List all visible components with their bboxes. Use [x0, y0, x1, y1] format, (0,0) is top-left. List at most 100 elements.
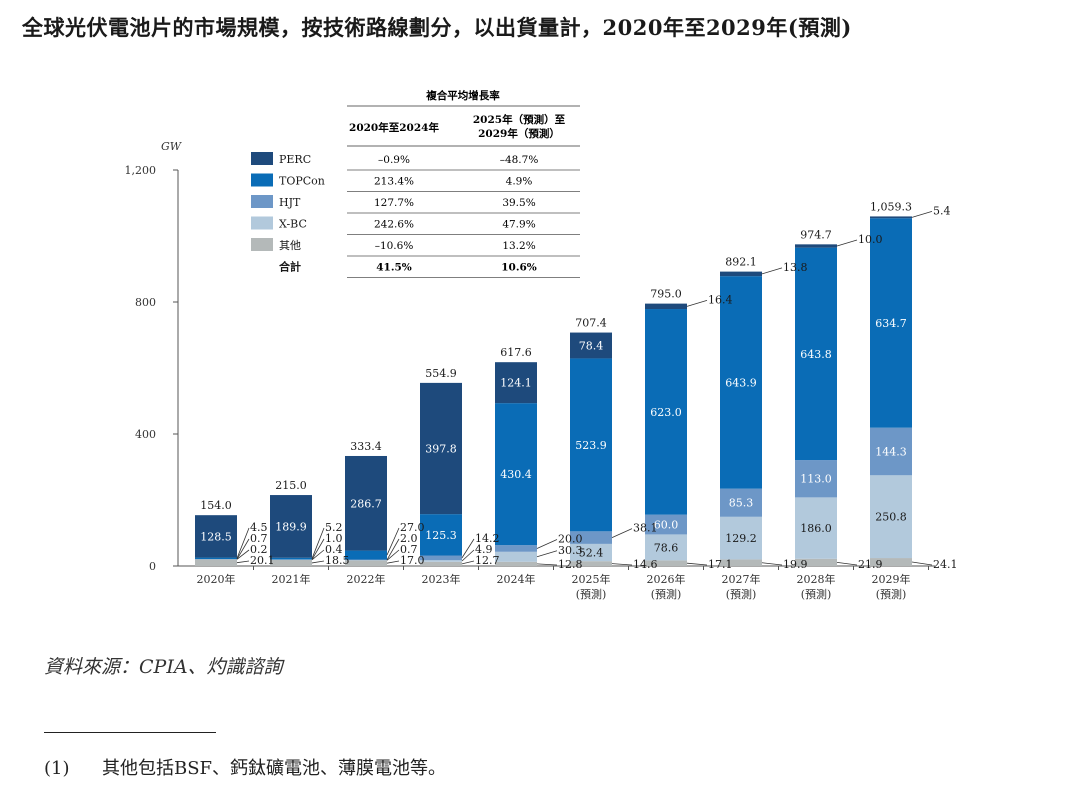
bar-value-label: 12.8: [558, 558, 583, 571]
x-tick-sublabel: (預測): [801, 587, 832, 601]
bar-value-label: 20.1: [250, 554, 275, 567]
bar-segment-PERC: [270, 495, 312, 558]
bar-total-label: 617.6: [500, 346, 532, 359]
x-tick-sublabel: (預測): [726, 587, 757, 601]
bar-segment-TOPCon: [870, 218, 912, 428]
x-tick-label: 2027年: [722, 572, 761, 586]
y-tick-label: 800: [135, 296, 156, 309]
bar-segment-其他: [495, 561, 537, 566]
bar-value-label: 643.9: [725, 376, 757, 389]
cagr-col2-header-line2: 2029年（預測）: [478, 127, 560, 140]
bar-segment-TOPCon: [345, 550, 387, 560]
bar-segment-PERC: [495, 362, 537, 404]
bar-value-label: 128.5: [200, 530, 232, 543]
bar-value-label: 1.0: [325, 532, 343, 545]
bar-value-label: 124.1: [500, 377, 532, 390]
bar-total-label: 1,059.3: [870, 200, 912, 213]
bar-segment-其他: [720, 559, 762, 566]
bar-value-label: 13.8: [783, 261, 808, 274]
leader-line: [911, 210, 933, 218]
x-tick-label: 2028年: [797, 572, 836, 586]
bar-segment-其他: [645, 560, 687, 566]
bar-value-label: 21.9: [858, 558, 883, 571]
x-tick-label: 2020年: [197, 572, 236, 586]
bar-segment-X-BC: [645, 534, 687, 561]
bar-value-label: 10.0: [858, 233, 883, 246]
cagr-value-2025-2029: 4.9%: [506, 176, 533, 188]
cagr-value-2025-2029: 13.2%: [502, 240, 535, 252]
bar-value-label: 14.2: [475, 532, 500, 545]
value-labels-group: 154.0128.520.10.20.74.5215.0189.918.50.4…: [200, 200, 957, 571]
leader-line: [386, 560, 400, 564]
leader-line: [536, 550, 558, 558]
cagr-value-2020-2024: –10.6%: [375, 240, 414, 252]
bar-segment-X-BC: [495, 551, 537, 562]
bar-total-label: 215.0: [275, 479, 307, 492]
bar-total-label: 333.4: [350, 440, 382, 453]
leader-line: [536, 539, 558, 549]
x-tick-label: 2024年: [497, 572, 536, 586]
bar-segment-其他: [795, 558, 837, 566]
legend-label: X-BC: [279, 218, 307, 231]
leader-line: [611, 528, 633, 538]
bar-value-label: 20.0: [558, 532, 583, 545]
bar-value-label: 397.8: [425, 443, 457, 456]
bar-segment-PERC: [720, 271, 762, 277]
bar-total-label: 554.9: [425, 367, 457, 380]
bar-value-label: 4.5: [250, 521, 268, 534]
bar-value-label: 14.6: [633, 558, 658, 571]
cagr-value-2020-2024: 127.7%: [374, 197, 414, 209]
leader-line: [236, 549, 250, 560]
x-tick-label: 2021年: [272, 572, 311, 586]
leader-line: [536, 563, 558, 566]
cagr-table-group: 複合平均增長率 2020年至2024年 2025年（預測）至2029年（預測） PER…: [251, 89, 580, 278]
cagr-value-2025-2029: –48.7%: [500, 154, 539, 166]
bar-segment-其他: [345, 560, 387, 566]
y-tick-label: 400: [135, 428, 156, 441]
bar-value-label: 27.0: [400, 521, 425, 534]
bar-segment-X-BC: [720, 516, 762, 560]
cagr-col2-header-line1: 2025年（預測）至: [473, 113, 566, 126]
cagr-header: 複合平均增長率: [425, 89, 500, 102]
y-axis-group: GW 0 400 800 1,200 2020年 2021年 2022年 2023年 2024年 2…: [125, 140, 935, 601]
bar-value-label: 5.4: [933, 204, 951, 217]
bar-value-label: 0.4: [325, 543, 343, 556]
bar-segment-PERC: [195, 515, 237, 558]
x-tick-label: 2023年: [422, 572, 461, 586]
bar-segment-TOPCon: [645, 309, 687, 515]
bar-value-label: 113.0: [800, 473, 832, 486]
legend-label: PERC: [279, 153, 311, 166]
bar-value-label: 125.3: [425, 529, 457, 542]
cagr-value-2020-2024: 41.5%: [376, 262, 412, 274]
leader-line: [611, 563, 633, 566]
cagr-value-2020-2024: –0.9%: [378, 154, 410, 166]
bar-segment-HJT: [570, 531, 612, 544]
bar-value-label: 634.7: [875, 317, 907, 330]
bar-segment-其他: [570, 561, 612, 566]
cagr-value-2025-2029: 39.5%: [502, 197, 535, 209]
leader-line: [386, 538, 400, 561]
leader-line: [311, 560, 325, 564]
leader-line: [461, 538, 475, 559]
bar-value-label: 85.3: [729, 497, 754, 510]
bar-segment-HJT: [795, 460, 837, 498]
bar-value-label: 12.7: [475, 554, 500, 567]
bar-segment-PERC: [870, 216, 912, 219]
x-tick-sublabel: (預測): [876, 587, 907, 601]
legend-swatch-其他: [251, 238, 273, 251]
bar-segment-X-BC: [570, 543, 612, 562]
bar-value-label: 144.3: [875, 445, 907, 458]
bar-segment-HJT: [720, 488, 762, 517]
y-axis-unit: GW: [161, 140, 183, 153]
bar-value-label: 24.1: [933, 558, 958, 571]
leader-line: [236, 527, 250, 559]
leader-line: [761, 267, 783, 275]
bar-segment-TOPCon: [420, 514, 462, 556]
footnote-divider: [44, 732, 216, 733]
bar-total-label: 154.0: [200, 499, 232, 512]
bar-segment-HJT: [870, 427, 912, 476]
bar-segment-PERC: [645, 303, 687, 310]
cagr-col1-header: 2020年至2024年: [349, 121, 439, 134]
bar-value-label: 30.3: [558, 544, 583, 557]
legend-swatch-PERC: [251, 152, 273, 165]
